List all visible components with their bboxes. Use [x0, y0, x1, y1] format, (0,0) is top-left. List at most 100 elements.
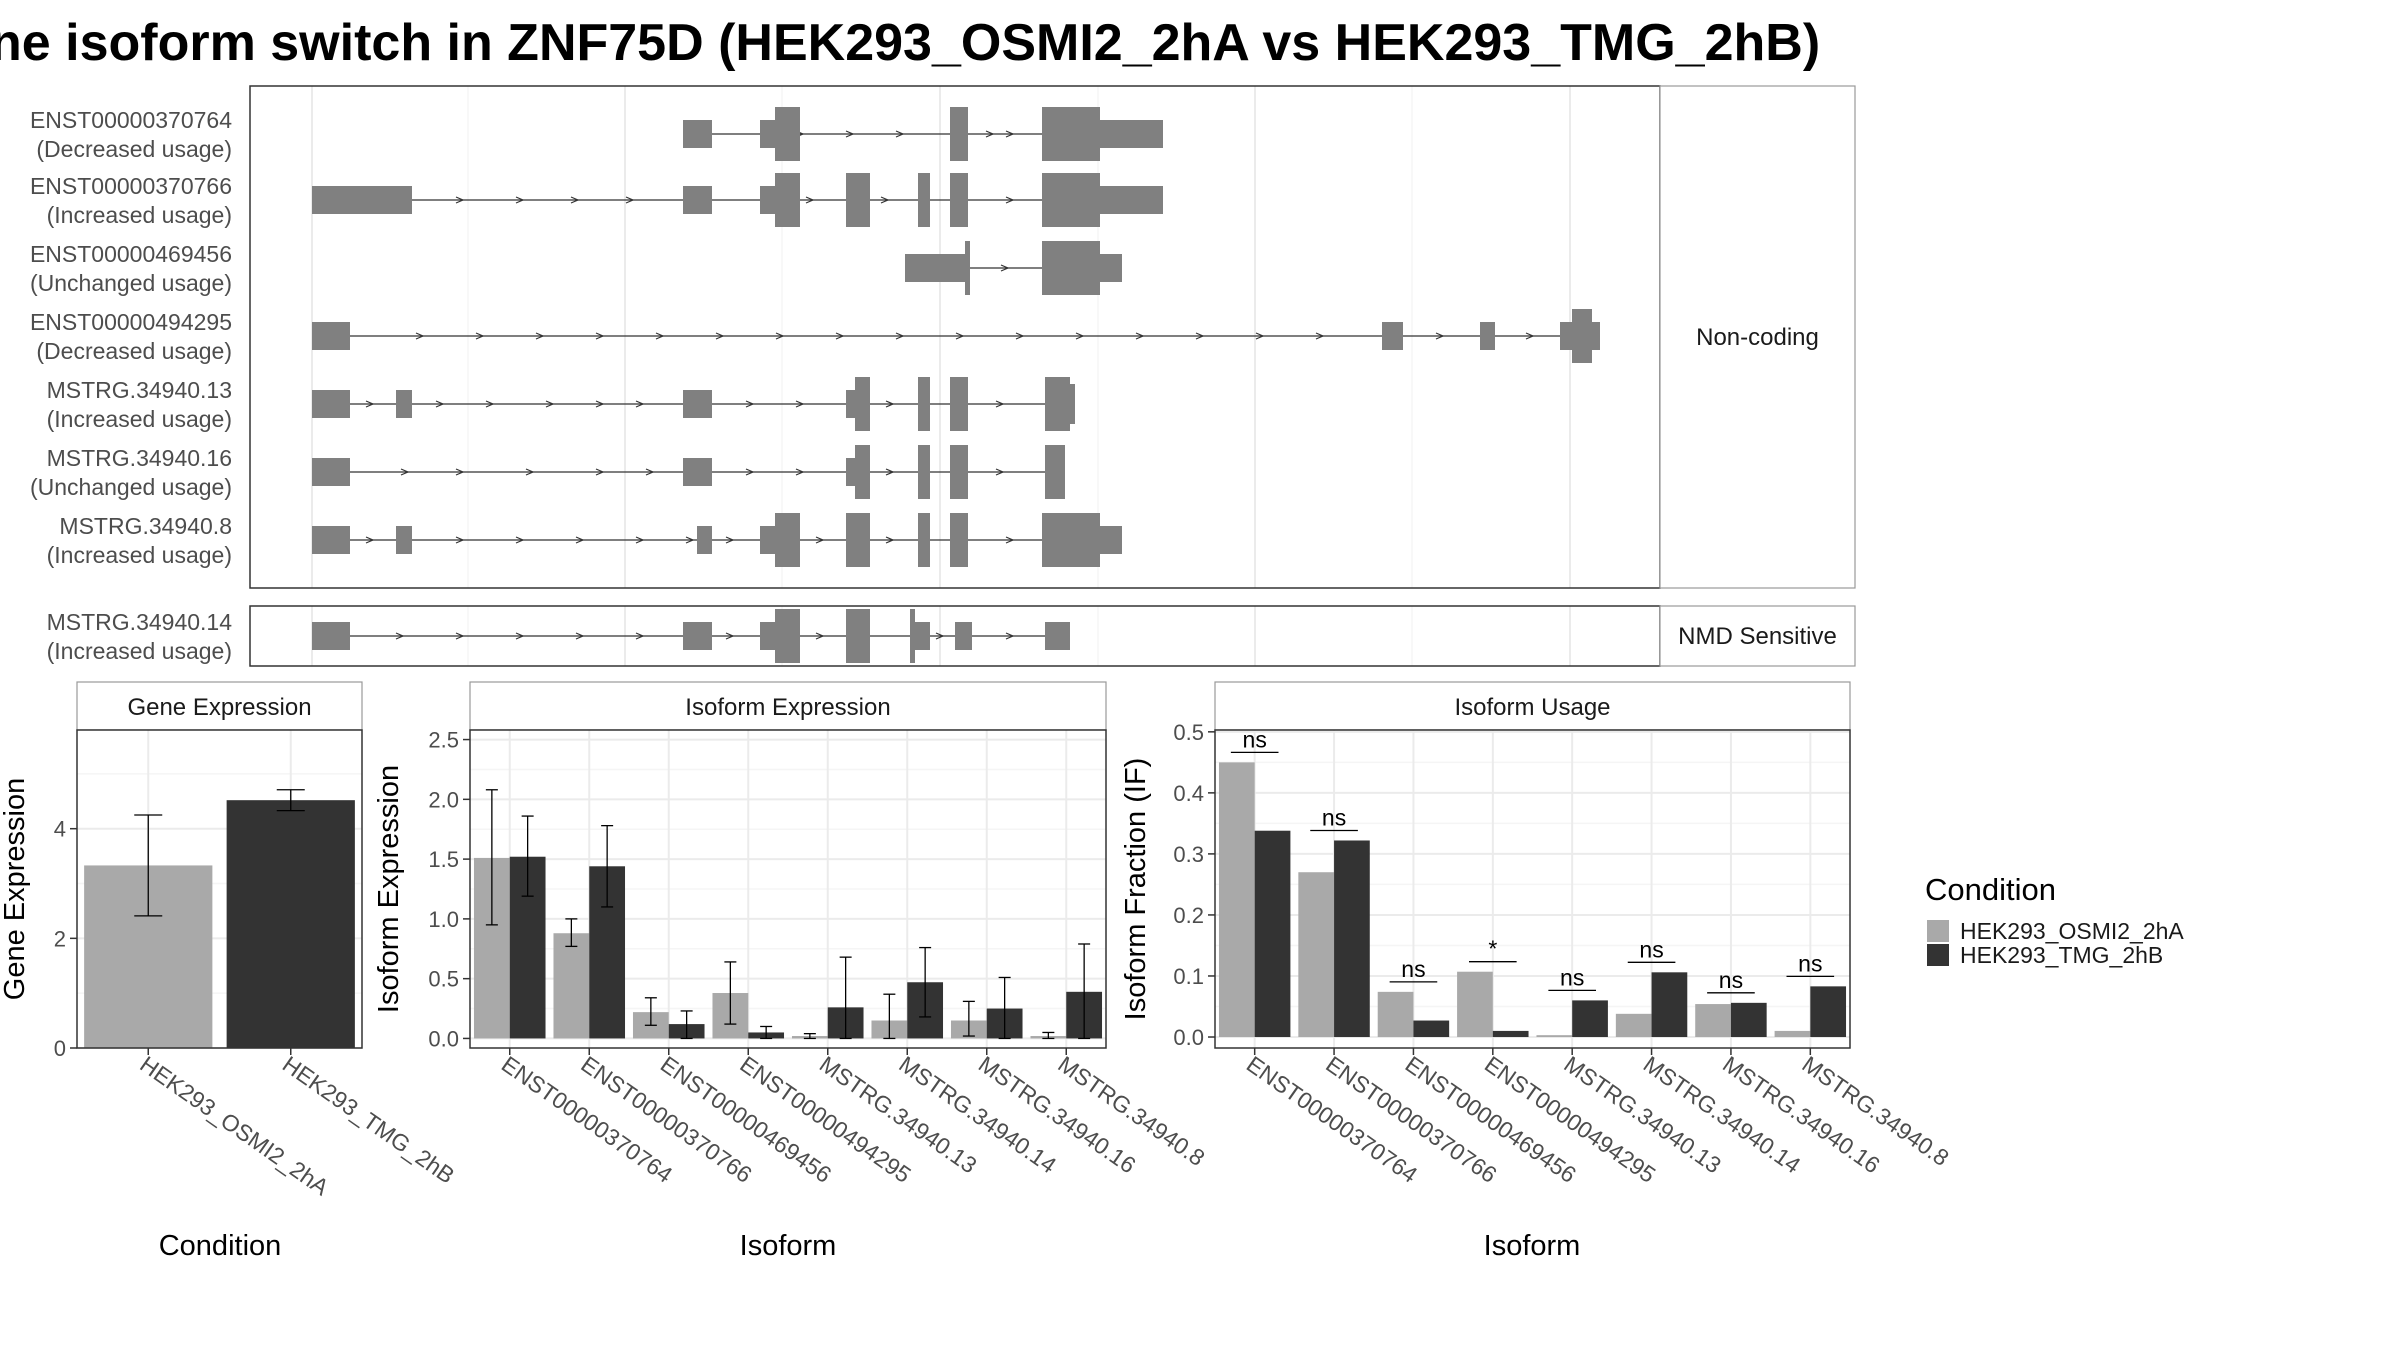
exon-block [1100, 186, 1163, 214]
exon-block [950, 173, 968, 227]
bar-tmg-MSTRG.34940.13 [1572, 1000, 1608, 1038]
exon-block [846, 173, 870, 227]
intron-direction-arrow [655, 332, 665, 340]
legend-item-label: HEK293_OSMI2_2hA [1960, 918, 2184, 944]
y-tick-label: 2.0 [428, 787, 459, 812]
intron-direction-arrow [1195, 332, 1205, 340]
significance-label: ns [1322, 804, 1346, 830]
isoform-row-label: ENST00000494295 [30, 309, 232, 335]
exon-block [918, 445, 930, 499]
exon-block [1592, 322, 1600, 350]
intron-direction-arrow [535, 332, 545, 340]
x-axis-label: Isoform [1484, 1230, 1581, 1262]
intron-direction-arrow [455, 632, 465, 640]
y-tick-label: 0.0 [1173, 1025, 1204, 1050]
intron-direction-arrow [795, 468, 805, 476]
intron-direction-arrow [365, 536, 375, 544]
intron-direction-arrow [645, 468, 655, 476]
panel-strip-label: Isoform Expression [685, 694, 890, 721]
legend-title: Condition [1925, 872, 2056, 907]
y-axis-label: Isoform Fraction (IF) [1120, 758, 1152, 1021]
isoform-usage-label: (Unchanged usage) [30, 474, 232, 500]
intron-direction-arrow [455, 468, 465, 476]
exon-block [760, 120, 775, 148]
exon-block [918, 513, 930, 567]
intron-direction-arrow [985, 130, 995, 138]
bar-tmg-ENST00000370764 [1254, 830, 1291, 1038]
y-tick-label: 0.2 [1173, 903, 1204, 928]
isoform-usage-label: (Decreased usage) [36, 136, 232, 162]
intron-direction-arrow [365, 400, 375, 408]
isoform-usage-label: (Unchanged usage) [30, 270, 232, 296]
legend-item-label: HEK293_TMG_2hB [1960, 942, 2163, 968]
exon-block [760, 622, 775, 650]
exon-block [1480, 322, 1495, 350]
intron-direction-arrow [845, 130, 855, 138]
significance-label: ns [1719, 967, 1743, 993]
intron-direction-arrow [935, 632, 945, 640]
intron-direction-arrow [1435, 332, 1445, 340]
exon-block [855, 377, 870, 431]
intron-direction-arrow [595, 400, 605, 408]
intron-direction-arrow [1005, 196, 1015, 204]
panel-strip-0 [76, 681, 363, 731]
bar-tmg-MSTRG.34940.16 [1730, 1002, 1767, 1038]
exon-block [918, 377, 930, 431]
bar-tmg-ENST00000469456 [1413, 1020, 1450, 1038]
intron-direction-arrow [775, 332, 785, 340]
intron-direction-arrow [485, 400, 495, 408]
exon-block [1042, 107, 1100, 161]
exon-block [683, 390, 712, 418]
exon-block [775, 107, 800, 161]
intron-direction-arrow [745, 468, 755, 476]
intron-direction-arrow [1525, 332, 1535, 340]
intron-direction-arrow [475, 332, 485, 340]
exon-block [312, 322, 350, 350]
exon-block [1045, 445, 1065, 499]
exon-block [1382, 322, 1403, 350]
exon-block [950, 513, 968, 567]
intron-direction-arrow [575, 536, 585, 544]
x-axis-label: Isoform [740, 1230, 837, 1262]
intron-direction-arrow [515, 196, 525, 204]
intron-direction-arrow [885, 536, 895, 544]
exon-block [950, 377, 968, 431]
exon-block [396, 526, 412, 554]
intron-direction-arrow [725, 632, 735, 640]
intron-direction-arrow [525, 468, 535, 476]
panel-border [469, 729, 1107, 1049]
intron-direction-arrow [885, 400, 895, 408]
intron-direction-arrow [515, 632, 525, 640]
exon-block [950, 445, 968, 499]
bar-tmg-MSTRG.34940.8 [1810, 986, 1847, 1038]
y-tick-label: 0.5 [1173, 720, 1204, 745]
isoform-structure-panel: Non-coding NMD Sensitive ENST00000370764 (D… [30, 85, 1856, 667]
figure-title: ne isoform switch in ZNF75D (HEK293_OSMI… [0, 14, 1820, 72]
intron-direction-arrow [815, 632, 825, 640]
isoform-usage-label: (Increased usage) [47, 202, 232, 228]
intron-direction-arrow [435, 400, 445, 408]
exon-block [312, 526, 350, 554]
y-tick-label: 0.1 [1173, 964, 1204, 989]
intron-direction-arrow [955, 332, 965, 340]
isoform-row-label: MSTRG.34940.14 [47, 609, 233, 635]
intron-direction-arrow [455, 536, 465, 544]
exon-block [1100, 120, 1163, 148]
panel-border [76, 729, 363, 1049]
exon-block [915, 622, 930, 650]
exon-block [846, 390, 855, 418]
isoform-row-label: ENST00000370764 [30, 107, 232, 133]
intron-direction-arrow [1135, 332, 1145, 340]
noncoding-facet-label: Non-coding [1696, 324, 1819, 351]
significance-label: ns [1639, 936, 1663, 962]
bar-osmi2-MSTRG.34940.16 [1695, 1004, 1731, 1038]
y-tick-label: 4 [54, 817, 66, 842]
exon-block [683, 186, 712, 214]
bar-osmi2-MSTRG.34940.13 [1536, 1035, 1573, 1038]
intron-direction-arrow [725, 536, 735, 544]
intron-direction-arrow [815, 536, 825, 544]
exon-block [1100, 526, 1122, 554]
intron-direction-arrow [1005, 130, 1015, 138]
intron-direction-arrow [835, 332, 845, 340]
